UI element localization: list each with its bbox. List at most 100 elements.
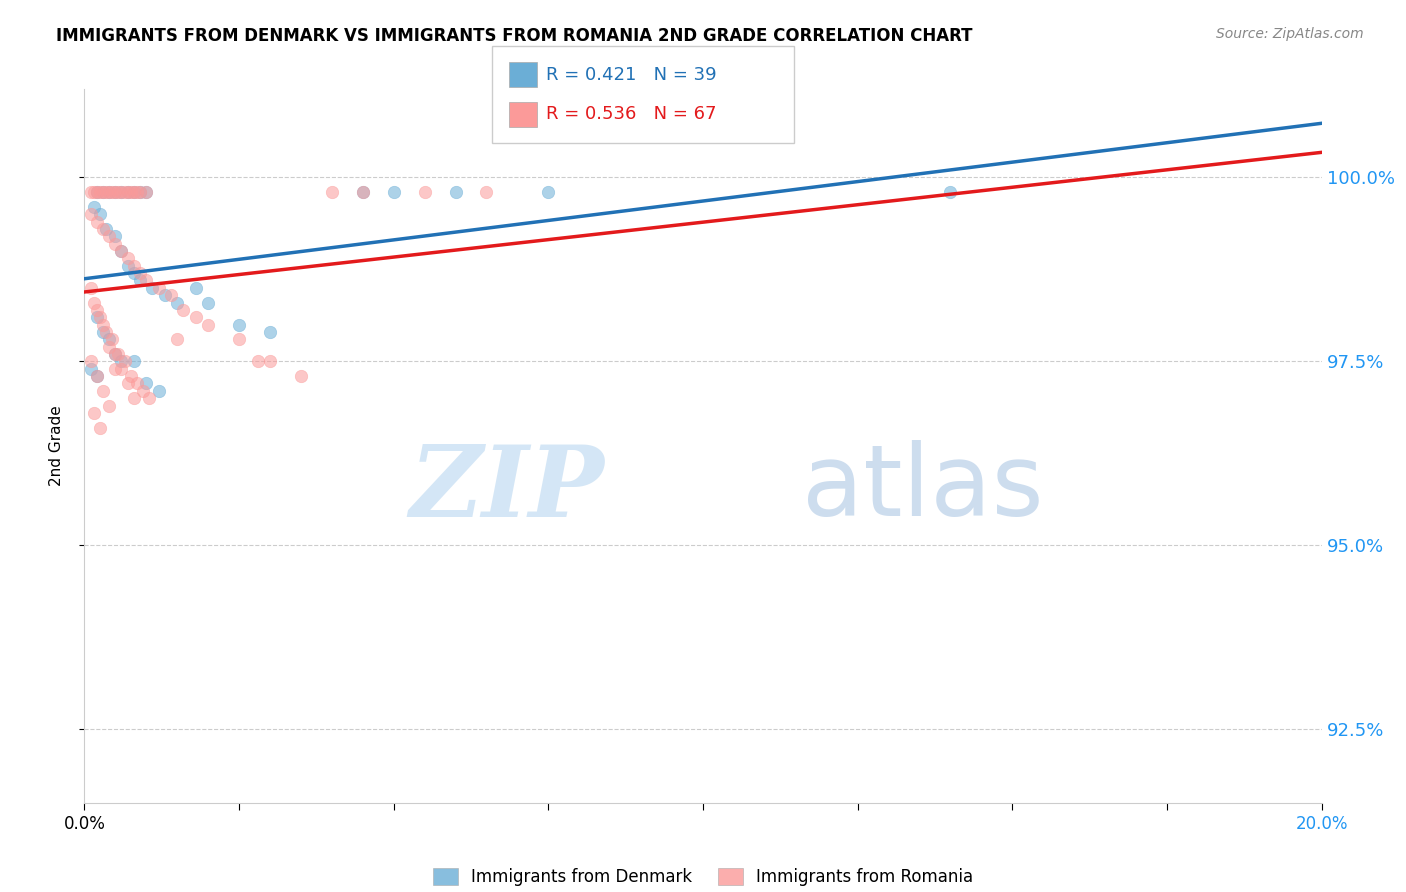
Point (135, 185, 157, 199)
Point (138, 391, 160, 405)
Point (110, 185, 132, 199)
Point (104, 361, 127, 376)
Point (86, 369, 108, 384)
Point (537, 185, 560, 199)
Text: IMMIGRANTS FROM DENMARK VS IMMIGRANTS FROM ROMANIA 2ND GRADE CORRELATION CHART: IMMIGRANTS FROM DENMARK VS IMMIGRANTS FR… (56, 27, 973, 45)
Point (107, 347, 129, 361)
Point (939, 185, 962, 199)
Text: R = 0.536   N = 67: R = 0.536 N = 67 (546, 105, 716, 123)
Point (89, 185, 111, 199)
Point (135, 185, 157, 199)
Point (120, 369, 142, 384)
Point (107, 185, 129, 199)
Point (86, 214, 108, 228)
Point (94, 185, 117, 199)
Text: atlas: atlas (801, 441, 1043, 537)
Point (101, 332, 124, 346)
Point (132, 384, 155, 398)
Point (117, 259, 139, 273)
Point (153, 288, 176, 302)
Point (148, 384, 170, 398)
Point (104, 185, 127, 199)
Point (83, 406, 105, 420)
Point (172, 302, 194, 317)
Point (110, 244, 132, 258)
Point (110, 185, 132, 199)
Point (101, 185, 124, 199)
Point (413, 185, 436, 199)
Point (120, 185, 142, 199)
Point (135, 376, 157, 391)
Point (83, 295, 105, 310)
Point (110, 244, 132, 258)
Point (98, 229, 121, 244)
Point (246, 354, 269, 368)
Point (79, 185, 101, 199)
Point (125, 185, 148, 199)
Point (83, 185, 105, 199)
Point (94, 222, 117, 236)
Point (86, 185, 108, 199)
Point (197, 318, 219, 332)
Point (117, 185, 139, 199)
Point (110, 361, 132, 376)
Point (79, 281, 101, 295)
Point (148, 281, 170, 295)
Point (129, 266, 152, 280)
Point (91, 185, 114, 199)
Point (104, 185, 127, 199)
Point (91, 325, 114, 339)
Point (259, 354, 281, 368)
Point (79, 354, 101, 368)
Legend: Immigrants from Denmark, Immigrants from Romania: Immigrants from Denmark, Immigrants from… (426, 861, 980, 892)
Point (91, 185, 114, 199)
Point (98, 185, 121, 199)
Point (125, 376, 148, 391)
Point (89, 207, 111, 221)
Point (197, 295, 219, 310)
Point (122, 354, 145, 368)
Point (91, 222, 114, 236)
Point (86, 185, 108, 199)
Text: ZIP: ZIP (409, 441, 605, 537)
Point (79, 207, 101, 221)
Point (98, 340, 121, 354)
Point (122, 185, 145, 199)
Point (86, 369, 108, 384)
Point (94, 325, 117, 339)
Point (98, 185, 121, 199)
Point (98, 399, 121, 413)
Point (122, 391, 145, 405)
Point (122, 259, 145, 273)
Point (135, 273, 157, 287)
Y-axis label: 2nd Grade: 2nd Grade (49, 406, 63, 486)
Point (122, 266, 145, 280)
Point (228, 332, 250, 346)
Point (104, 236, 127, 251)
Point (110, 354, 132, 368)
Point (104, 347, 127, 361)
Point (184, 281, 207, 295)
Point (86, 310, 108, 325)
Point (160, 288, 183, 302)
Point (352, 185, 374, 199)
Point (104, 347, 127, 361)
Point (91, 318, 114, 332)
Point (117, 252, 139, 266)
Point (114, 354, 136, 368)
Point (98, 332, 121, 346)
Point (117, 185, 139, 199)
Point (382, 185, 405, 199)
Point (444, 185, 467, 199)
Point (117, 376, 139, 391)
Point (352, 185, 374, 199)
Point (129, 273, 152, 287)
Point (114, 185, 136, 199)
Point (166, 332, 188, 346)
Point (166, 295, 188, 310)
Point (86, 302, 108, 317)
Point (89, 310, 111, 325)
Point (129, 185, 152, 199)
Point (122, 185, 145, 199)
Text: Source: ZipAtlas.com: Source: ZipAtlas.com (1216, 27, 1364, 41)
